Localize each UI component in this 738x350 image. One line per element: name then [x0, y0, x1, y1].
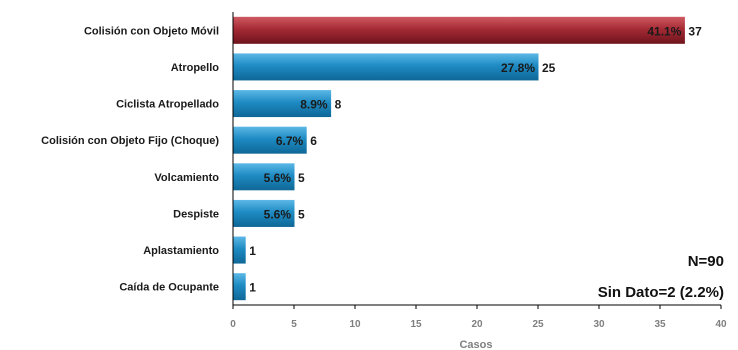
bar-value-label: 25: [542, 61, 556, 75]
category-label: Volcamiento: [154, 172, 219, 184]
bar: [233, 273, 246, 301]
x-tick-label: 30: [593, 319, 605, 330]
bar-percent-label: 8.9%: [300, 98, 328, 112]
bar-value-label: 1: [249, 281, 256, 295]
bar-value-label: 6: [310, 134, 317, 148]
bar-value-label: 5: [298, 171, 305, 185]
bar: [233, 236, 246, 264]
bar-percent-label: 27.8%: [501, 61, 535, 75]
bar: [233, 163, 295, 191]
category-label: Despiste: [173, 208, 219, 220]
sin-dato-annotation: Sin Dato=2 (2.2%): [598, 284, 724, 301]
x-tick-label: 5: [291, 319, 297, 330]
x-tick-label: 15: [410, 319, 422, 330]
x-tick-label: 35: [654, 319, 666, 330]
category-label: Atropello: [171, 62, 220, 74]
category-label: Colisión con Objeto Fijo (Choque): [41, 135, 219, 147]
x-tick-label: 25: [532, 319, 544, 330]
category-label: Colisión con Objeto Móvil: [84, 25, 219, 37]
x-tick-label: 0: [230, 319, 236, 330]
bar: [233, 199, 295, 227]
bar-percent-label: 6.7%: [276, 134, 304, 148]
x-tick-label: 10: [349, 319, 361, 330]
x-tick-label: 20: [471, 319, 483, 330]
bar-value-label: 37: [688, 24, 702, 38]
n-total-annotation: N=90: [688, 253, 724, 270]
category-label: Caída de Ocupante: [119, 282, 219, 294]
category-labels: Colisión con Objeto Móvil Atropello Ciclis…: [41, 25, 219, 293]
bar-value-label: 8: [335, 98, 342, 112]
x-axis: 0 5 10 15 20 25 30 35 40: [230, 12, 727, 330]
category-label: Aplastamiento: [143, 245, 219, 257]
bar-percent-label: 5.6%: [264, 171, 292, 185]
bar: [233, 126, 307, 154]
bar-value-label: 5: [298, 207, 305, 221]
bar: [233, 16, 685, 44]
x-axis-title: Casos: [459, 339, 492, 350]
category-label: Ciclista Atropellado: [116, 99, 219, 111]
bar: [233, 53, 539, 81]
x-tick-label: 40: [715, 319, 727, 330]
bar-percent-label: 5.6%: [264, 207, 292, 221]
bar-value-label: 1: [249, 244, 256, 258]
bars: 41.1% 37 27.8% 25 8.9% 8 6.7% 6 5.6% 5 5.6% 5 1 1: [233, 16, 702, 301]
bar: [233, 90, 332, 118]
bar-percent-label: 41.1%: [647, 24, 681, 38]
